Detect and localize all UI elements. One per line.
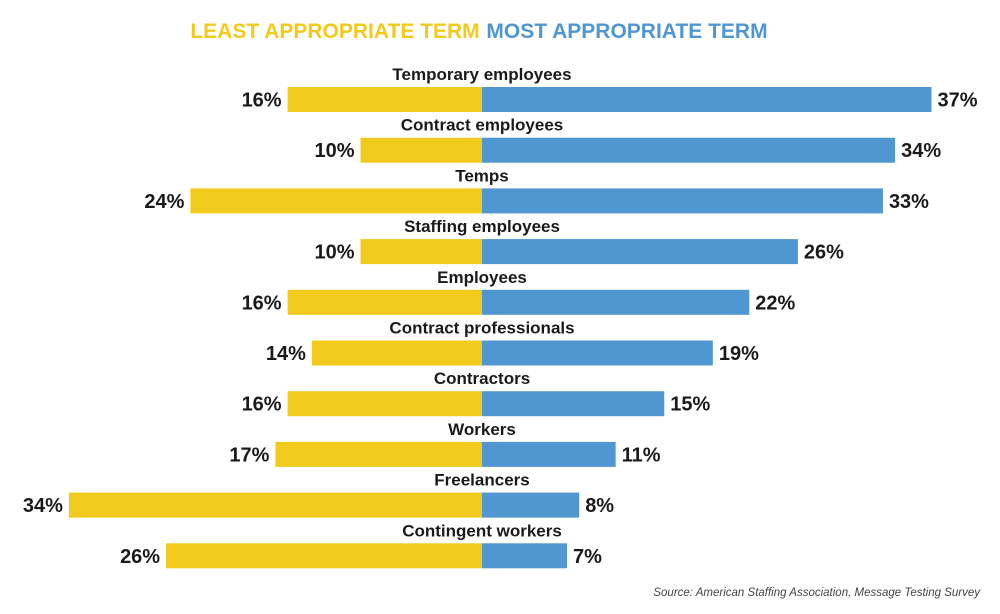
bar-least-appropriate: [311, 340, 482, 366]
bar-most-appropriate: [482, 340, 713, 366]
bar-least-appropriate: [190, 188, 482, 214]
value-label-most: 19%: [719, 343, 759, 365]
bar-least-appropriate: [287, 87, 482, 112]
bar-most-appropriate: [482, 188, 883, 214]
category-label: Contingent workers: [402, 521, 562, 540]
value-label-most: 33%: [889, 191, 929, 213]
category-label: Freelancers: [434, 471, 529, 490]
legend-least-appropriate: LEAST APPROPRIATE TERM: [190, 20, 479, 43]
bar-most-appropriate: [482, 137, 896, 163]
bars-layer: Temporary employees 16% 37% Contract employ…: [23, 65, 978, 569]
value-label-least: 17%: [229, 444, 269, 466]
value-label-least: 10%: [314, 140, 354, 162]
bar-most-appropriate: [482, 391, 665, 417]
category-label: Employees: [437, 268, 527, 287]
bar-least-appropriate: [68, 492, 483, 518]
category-label: Contract professionals: [389, 319, 574, 338]
value-label-least: 34%: [23, 495, 63, 517]
value-label-least: 16%: [242, 90, 282, 112]
value-label-most: 8%: [585, 495, 614, 517]
bar-least-appropriate: [275, 441, 482, 467]
bar-least-appropriate: [287, 289, 482, 315]
value-label-most: 34%: [901, 140, 941, 162]
value-label-most: 37%: [938, 90, 978, 112]
bar-most-appropriate: [482, 492, 580, 518]
value-label-least: 24%: [144, 191, 184, 213]
bar-least-appropriate: [287, 391, 482, 417]
bar-most-appropriate: [482, 87, 932, 112]
legend-most-appropriate: MOST APPROPRIATE TERM: [486, 20, 767, 43]
bar-most-appropriate: [482, 239, 798, 265]
value-label-least: 26%: [120, 546, 160, 568]
value-label-least: 16%: [242, 394, 282, 416]
category-label: Workers: [448, 420, 516, 439]
bar-most-appropriate: [482, 289, 750, 315]
bar-most-appropriate: [482, 543, 568, 569]
value-label-most: 26%: [804, 242, 844, 264]
bar-most-appropriate: [482, 441, 616, 467]
value-label-least: 16%: [242, 292, 282, 314]
bar-least-appropriate: [360, 137, 482, 163]
value-label-least: 10%: [314, 242, 354, 264]
category-label: Staffing employees: [404, 217, 560, 236]
category-label: Temporary employees: [392, 65, 571, 84]
value-label-most: 15%: [670, 394, 710, 416]
category-label: Temps: [455, 166, 509, 185]
value-label-most: 11%: [622, 444, 661, 466]
value-label-least: 14%: [266, 343, 306, 365]
category-label: Contractors: [434, 369, 530, 388]
category-label: Contract employees: [401, 116, 564, 135]
source-note: Source: American Staffing Association, M…: [653, 587, 981, 599]
value-label-most: 7%: [573, 546, 602, 568]
bar-least-appropriate: [166, 543, 482, 569]
bar-least-appropriate: [360, 239, 482, 265]
value-label-most: 22%: [755, 292, 795, 314]
